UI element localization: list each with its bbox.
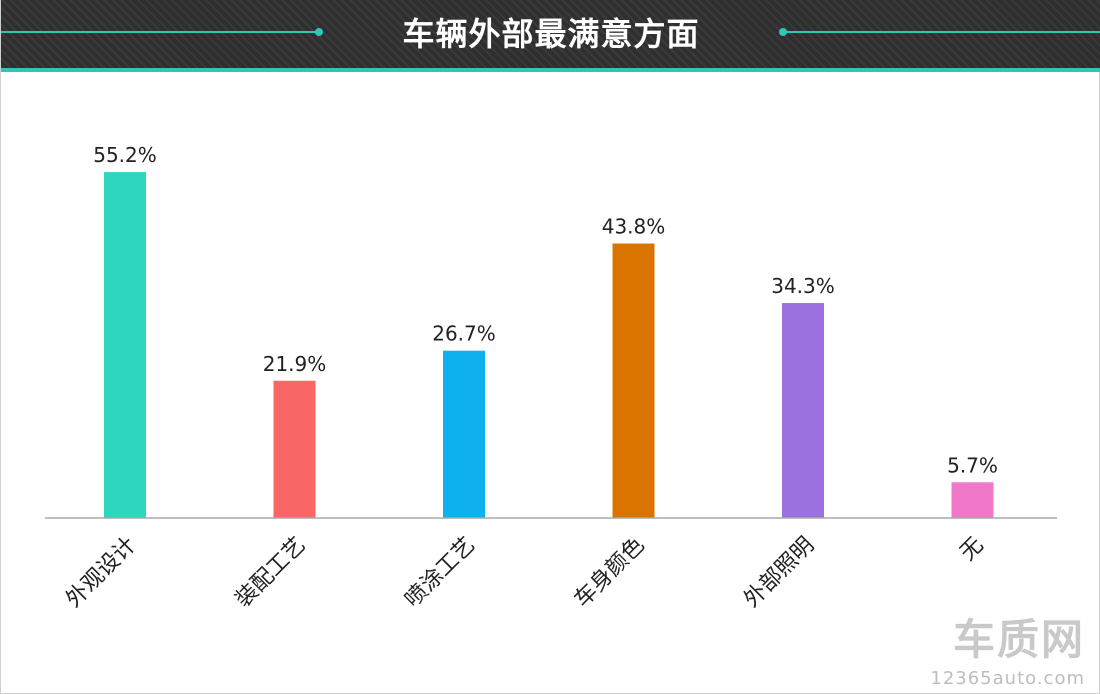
category-label-5: 外部照明 xyxy=(739,533,819,612)
data-label-6: 5.7% xyxy=(947,453,998,477)
bar-4 xyxy=(612,243,655,518)
bar-5 xyxy=(782,303,824,518)
category-label-2: 装配工艺 xyxy=(231,533,311,612)
bar-2 xyxy=(273,380,316,518)
watermark-site: 12365auto.com xyxy=(930,668,1085,689)
bar-6 xyxy=(951,482,994,518)
header-bar: 车辆外部最满意方面 xyxy=(1,0,1100,68)
header-accent-line xyxy=(1,68,1100,72)
category-label-6: 无 xyxy=(955,533,988,566)
data-label-2: 21.9% xyxy=(263,352,327,376)
watermark-brand: 车质网 xyxy=(952,615,1085,664)
chart-title: 车辆外部最满意方面 xyxy=(402,15,700,53)
header-decoration xyxy=(1,28,1100,36)
category-label-3: 喷涂工艺 xyxy=(400,533,480,612)
data-label-1: 55.2% xyxy=(93,143,157,167)
category-label-1: 外观设计 xyxy=(61,533,141,612)
bar-3 xyxy=(443,350,485,518)
data-label-3: 26.7% xyxy=(432,322,496,346)
watermark: 车质网 12365auto.com xyxy=(885,597,1085,689)
category-label-4: 车身颜色 xyxy=(570,533,650,612)
bar-chart: 55.2% 外观设计 21.9% 装配工艺 26.7% 喷涂工艺 43.8% 车身颜色 34.3… xyxy=(45,143,1057,612)
data-label-4: 43.8% xyxy=(602,215,666,239)
data-label-5: 34.3% xyxy=(771,274,835,298)
bar-1 xyxy=(104,172,146,518)
